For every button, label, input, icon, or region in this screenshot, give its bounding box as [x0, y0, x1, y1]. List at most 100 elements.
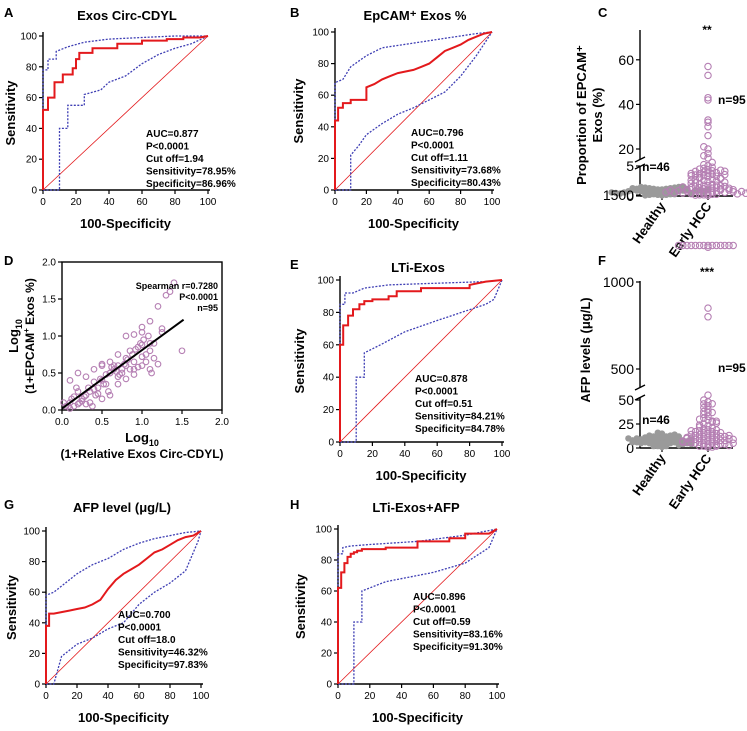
- y-tick-label: 40: [26, 124, 38, 135]
- y-tick-label: 80: [321, 556, 333, 567]
- data-point: [138, 353, 146, 361]
- x-tick-label: 60: [428, 691, 440, 702]
- data-point: [642, 434, 649, 441]
- data-point: [695, 170, 704, 178]
- roc-curve: [337, 528, 498, 684]
- y-tick-label: 50: [618, 392, 634, 408]
- data-point: [687, 438, 695, 446]
- panel-b: B EpCAM⁺ Exos % 00 20 20 40 40 60 60 80 80 100 100 10…: [290, 5, 501, 231]
- x-tick-label: 40: [102, 691, 114, 702]
- data-point: [106, 369, 114, 377]
- stat-annotation: AUC=0.878: [415, 374, 468, 385]
- y-tick-label: 20: [29, 649, 41, 660]
- x-axis-title: 100-Specificity: [372, 710, 464, 725]
- x-tick-label: 40: [396, 691, 408, 702]
- data-point: [138, 362, 146, 369]
- data-point: [146, 317, 154, 325]
- y-tick-label: 2.0: [42, 258, 56, 269]
- data-point: [138, 341, 146, 349]
- data-point: [650, 442, 657, 450]
- data-point: [704, 416, 712, 424]
- data-point: [122, 375, 130, 383]
- data-point: [725, 431, 733, 440]
- ci-lower-line: [335, 31, 493, 191]
- y-tick-label: 40: [323, 373, 335, 384]
- y-tick-label: 40: [321, 618, 333, 629]
- x-tick-label: 0: [335, 691, 341, 702]
- data-point: [708, 400, 716, 408]
- roc-curve: [45, 530, 202, 684]
- x-axis-title: 100-Specificity: [80, 216, 172, 231]
- data-point: [130, 358, 138, 366]
- data-point: [150, 354, 158, 362]
- x-tick-label: 2.0: [215, 417, 229, 428]
- panel-label: F: [598, 253, 606, 268]
- data-point: [158, 325, 166, 332]
- y-tick-label: 80: [318, 59, 330, 70]
- data-point: [687, 434, 695, 443]
- y-tick-label: 60: [618, 52, 634, 68]
- data-point: [695, 165, 704, 173]
- data-point: [704, 96, 712, 104]
- data-point: [704, 304, 712, 312]
- reference-line: [337, 528, 498, 685]
- data-point: [670, 188, 679, 197]
- data-point: [683, 241, 691, 250]
- data-point: [662, 188, 670, 196]
- x-tick-label: 60: [136, 197, 148, 208]
- x-tick-label: 100: [200, 197, 217, 208]
- y-tick-label: 80: [29, 557, 41, 568]
- y-axis-title: Sensitivity: [293, 573, 308, 639]
- data-point: [691, 241, 700, 250]
- data-point: [700, 403, 708, 412]
- data-point: [704, 437, 712, 446]
- data-point: [76, 399, 83, 406]
- ci-lower-line: [338, 528, 498, 685]
- data-point: [679, 437, 687, 446]
- data-point: [729, 439, 737, 447]
- data-point: [704, 402, 712, 410]
- y-tick-label: 100: [315, 525, 332, 536]
- spearman-label: Spearman r=0.7280: [136, 281, 218, 291]
- data-point: [100, 380, 107, 388]
- data-point: [102, 380, 110, 388]
- stat-annotation: P<0.0001: [415, 387, 459, 398]
- significance-label: **: [702, 23, 712, 37]
- data-point: [704, 145, 712, 153]
- x-tick-label: 20: [70, 197, 82, 208]
- y-axis-title: Sensitivity: [4, 574, 19, 640]
- data-point: [679, 241, 687, 250]
- data-point: [114, 380, 122, 388]
- roc-curve: [334, 31, 493, 190]
- data-point: [700, 241, 708, 250]
- data-point: [60, 399, 67, 406]
- data-point: [729, 185, 737, 194]
- panel-label: G: [4, 497, 14, 512]
- x-tick-label: 60: [432, 449, 444, 460]
- data-point: [704, 149, 712, 158]
- x-tick-label: 0: [43, 691, 49, 702]
- x-tick-label: 100: [484, 197, 501, 208]
- y-tick-label: 100: [312, 28, 329, 39]
- x-tick-label: 60: [424, 197, 436, 208]
- x-tick-label: 40: [392, 197, 404, 208]
- data-point: [695, 241, 704, 250]
- stat-annotation: AUC=0.877: [146, 129, 199, 140]
- data-point: [729, 241, 737, 250]
- y-tick-label: 60: [321, 587, 333, 598]
- data-point: [712, 190, 721, 198]
- panel-label: A: [4, 5, 14, 20]
- data-point: [742, 189, 747, 198]
- panel-label: B: [290, 5, 299, 20]
- data-point: [721, 170, 729, 179]
- panel-a: A Exos Circ-CDYL 00 20 20 40 40 60 60 80 80 100 100 1…: [3, 5, 236, 231]
- data-point: [116, 371, 123, 378]
- data-point: [700, 396, 708, 404]
- data-point: [666, 186, 674, 195]
- x-tick-label: 20: [367, 449, 379, 460]
- x-tick-label: 1.0: [135, 417, 149, 428]
- axis-break-mark: [634, 384, 646, 391]
- data-point: [683, 185, 691, 194]
- y-axis-title: AFP levels (μg/L): [578, 297, 593, 402]
